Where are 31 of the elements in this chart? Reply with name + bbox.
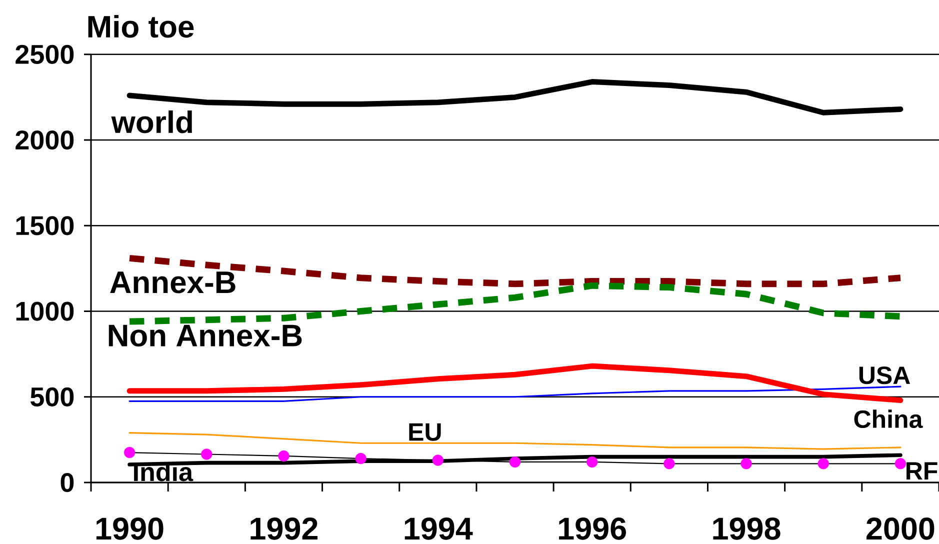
point bbox=[586, 456, 598, 468]
series-label: Non Annex-B bbox=[108, 324, 302, 347]
y-tick-label: 0 bbox=[60, 472, 74, 492]
y-tick-label: 2500 bbox=[16, 44, 74, 64]
point bbox=[432, 454, 444, 466]
x-tick-label: 1990 bbox=[96, 518, 164, 540]
point bbox=[355, 452, 366, 464]
x-tick-label: 1996 bbox=[559, 518, 626, 540]
series-label: China bbox=[854, 410, 923, 428]
point bbox=[894, 458, 906, 470]
x-tick-label: 1992 bbox=[250, 518, 318, 540]
point bbox=[201, 448, 212, 460]
series-label: USA bbox=[859, 366, 910, 384]
y-tick-label: 500 bbox=[30, 387, 74, 406]
x-tick-label: 1998 bbox=[713, 518, 780, 540]
series-label: RF bbox=[906, 462, 938, 480]
series-label: Annex-B bbox=[110, 272, 236, 294]
x-tick-label: 1994 bbox=[404, 518, 473, 540]
point bbox=[818, 458, 829, 470]
series-label: EU bbox=[409, 423, 441, 441]
series-label: world bbox=[111, 110, 192, 134]
y-tick-label: 1000 bbox=[16, 302, 74, 321]
point bbox=[664, 458, 675, 470]
point bbox=[278, 450, 290, 462]
x-tick-label: 2000 bbox=[866, 518, 934, 540]
y-tick-label: 1500 bbox=[16, 216, 74, 236]
point bbox=[124, 446, 136, 458]
y-axis-title: Mio toe bbox=[88, 14, 194, 38]
point bbox=[740, 458, 752, 470]
y-tick-label: 2000 bbox=[16, 130, 74, 150]
point bbox=[509, 456, 521, 468]
